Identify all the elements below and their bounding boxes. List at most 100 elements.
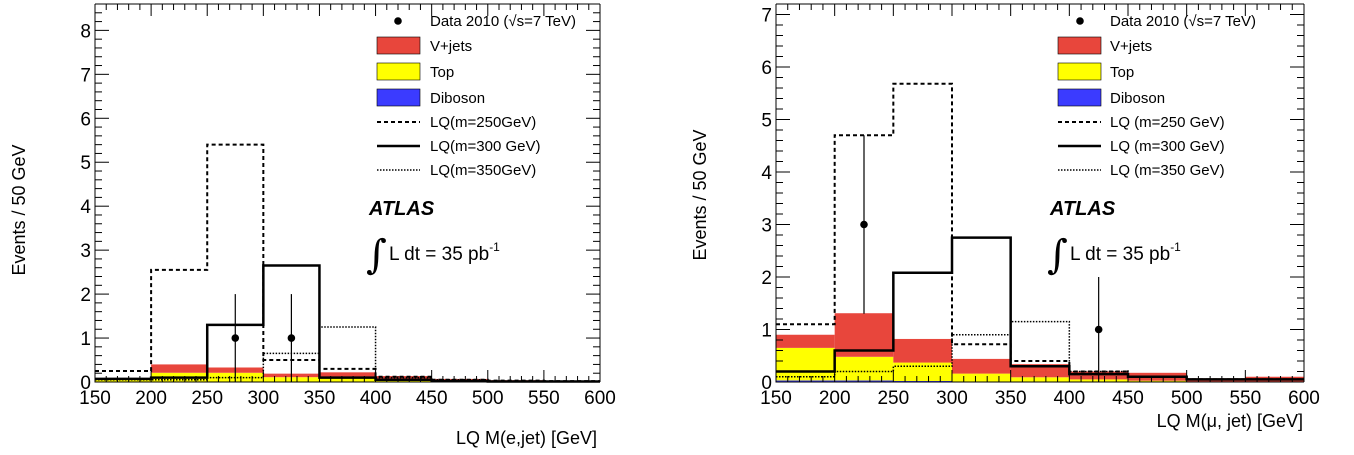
right-stack-diboson-bin-0 <box>776 380 835 382</box>
right-lumi-label: ∫ L dt = 35 pb-1 <box>1047 232 1181 278</box>
left-data-point-1 <box>287 334 296 342</box>
right-xtick-label-200: 200 <box>819 388 851 409</box>
right-legend: Data 2010 (√s=7 TeV) V+jets Top Diboson … <box>1057 13 1256 179</box>
left-legend-vjets-swatch <box>376 36 421 55</box>
left-y-axis-label: Events / 50 GeV <box>9 144 29 275</box>
left-xtick-label-300: 300 <box>247 388 279 409</box>
right-atlas-label: ATLAS <box>1049 198 1116 220</box>
left-ytick-label-6: 6 <box>80 109 91 130</box>
left-panel: 150 200 250 300 350 400 450 500 550 600012345678 … <box>9 3 616 448</box>
right-legend-lq250-label: LQ (m=250 GeV) <box>1110 114 1225 131</box>
left-lq-line-2 <box>95 326 600 383</box>
left-legend-diboson-swatch <box>376 88 421 107</box>
left-lq-line-1 <box>95 264 600 383</box>
right-xtick-label-450: 450 <box>1112 388 1144 409</box>
left-atlas-label: ATLAS <box>368 198 435 220</box>
right-xtick-label-350: 350 <box>995 388 1027 409</box>
left-xtick-label-200: 200 <box>135 388 167 409</box>
right-ytick-label-1: 1 <box>761 321 772 342</box>
left-lumi-text: L dt = 35 pb-1 <box>389 240 500 265</box>
left-legend-vjets-label: V+jets <box>430 38 472 55</box>
left-lumi-label: ∫ L dt = 35 pb-1 <box>366 232 500 278</box>
left-xtick-label-350: 350 <box>304 388 336 409</box>
left-xtick-label-450: 450 <box>416 388 448 409</box>
right-ytick-label-7: 7 <box>761 6 772 27</box>
left-lq-line-0 <box>95 143 600 383</box>
left-x-axis-label: LQ M(e,jet) [GeV] <box>456 428 597 448</box>
right-integral-sign: ∫ <box>1047 232 1068 278</box>
left-xtick-label-250: 250 <box>191 388 223 409</box>
left-ytick-label-4: 4 <box>80 197 91 218</box>
right-xtick-label-400: 400 <box>1053 388 1085 409</box>
right-legend-lq350-label: LQ (m=350 GeV) <box>1110 162 1225 179</box>
right-xtick-label-150: 150 <box>760 388 792 409</box>
right-data-point-0 <box>860 220 868 229</box>
right-stack-top-bin-4 <box>1010 377 1070 382</box>
left-ytick-label-2: 2 <box>80 285 91 306</box>
left-legend-lq350-label: LQ(m=350GeV) <box>430 162 536 179</box>
right-legend-vjets-swatch <box>1057 36 1102 55</box>
right-legend-lq300-label: LQ (m=300 GeV) <box>1110 138 1225 155</box>
right-xtick-label-250: 250 <box>877 388 909 409</box>
left-legend: Data 2010 (√s=7 TeV) V+jets Top Diboson … <box>376 13 576 179</box>
left-plot-area: 150 200 250 300 350 400 450 500 550 600 0 1 2 3 4 5 6 7 8 <box>79 3 616 409</box>
left-legend-data-marker <box>394 17 402 25</box>
right-xtick-label-500: 500 <box>1171 388 1203 409</box>
left-legend-top-swatch <box>376 62 421 81</box>
right-stack-top-bin-1 <box>834 356 894 381</box>
left-stack-vjets-bin-1 <box>151 364 208 373</box>
right-stack-top-bin-6 <box>1128 380 1187 382</box>
right-legend-data-marker <box>1076 17 1084 25</box>
left-legend-lq300-label: LQ(m=300 GeV) <box>430 138 540 155</box>
right-stack-top-bin-3 <box>952 373 1011 382</box>
left-axes <box>94 4 600 383</box>
right-stack-top-bin-0 <box>776 347 835 381</box>
right-stack-vjets-bin-0 <box>776 334 835 348</box>
right-plot-area: 150 200 250 300 350 400 450 500 550 600 0 1 2 3 4 5 6 7 <box>760 3 1320 409</box>
left-ytick-label-8: 8 <box>80 21 91 42</box>
left-integral-sign: ∫ <box>366 232 387 278</box>
right-data-point-1 <box>1094 325 1103 334</box>
left-xtick-label-400: 400 <box>360 388 392 409</box>
right-panel: 150 200 250 300 350 400 450 500 550 600 0 1 2 3 4 5 6 7 E… <box>690 3 1320 431</box>
left-xtick-label-550: 550 <box>528 388 560 409</box>
left-ytick-label-1: 1 <box>80 329 91 350</box>
right-legend-diboson-label: Diboson <box>1110 90 1165 107</box>
right-y-axis-label: Events / 50 GeV <box>690 129 710 260</box>
left-ytick-label-5: 5 <box>80 153 91 174</box>
left-legend-data-label: Data 2010 (√s=7 TeV) <box>430 13 576 30</box>
left-stack-vjets-bin-4 <box>319 372 376 379</box>
left-legend-lq250-label: LQ(m=250GeV) <box>430 114 536 131</box>
left-stack-top-bin-0 <box>95 379 152 382</box>
left-data-point-0 <box>231 334 240 342</box>
right-x-axis-label: LQ M(μ, jet) [GeV] <box>1157 411 1303 431</box>
right-ytick-label-5: 5 <box>761 111 772 132</box>
right-legend-vjets-label: V+jets <box>1110 38 1152 55</box>
right-stack-vjets-bin-3 <box>952 358 1011 374</box>
right-xtick-label-550: 550 <box>1229 388 1261 409</box>
left-legend-diboson-label: Diboson <box>430 90 485 107</box>
left-legend-top-label: Top <box>430 64 454 81</box>
right-ytick-label-4: 4 <box>761 163 772 184</box>
left-ytick-label-3: 3 <box>80 241 91 262</box>
left-ytick-label-7: 7 <box>80 65 91 86</box>
right-ytick-label-3: 3 <box>761 216 772 237</box>
right-stack-diboson-bin-2 <box>893 380 952 382</box>
right-lq-line-2 <box>776 320 1304 381</box>
left-ytick-label-0: 0 <box>80 373 91 394</box>
right-stack-top-bin-2 <box>893 362 952 381</box>
left-xtick-label-500: 500 <box>472 388 504 409</box>
right-ytick-label-0: 0 <box>761 373 772 394</box>
right-legend-top-label: Top <box>1110 64 1134 81</box>
right-legend-top-swatch <box>1057 62 1102 81</box>
right-ytick-label-6: 6 <box>761 58 772 79</box>
left-stack-top-bin-4 <box>319 378 376 382</box>
right-xtick-label-600: 600 <box>1288 388 1320 409</box>
right-stack-vjets-bin-2 <box>893 338 952 363</box>
right-legend-diboson-swatch <box>1057 88 1102 107</box>
left-xtick-label-600: 600 <box>584 388 616 409</box>
right-stack-diboson-bin-1 <box>834 380 894 382</box>
right-legend-data-label: Data 2010 (√s=7 TeV) <box>1110 13 1256 30</box>
left-xtick-label-150: 150 <box>79 388 111 409</box>
